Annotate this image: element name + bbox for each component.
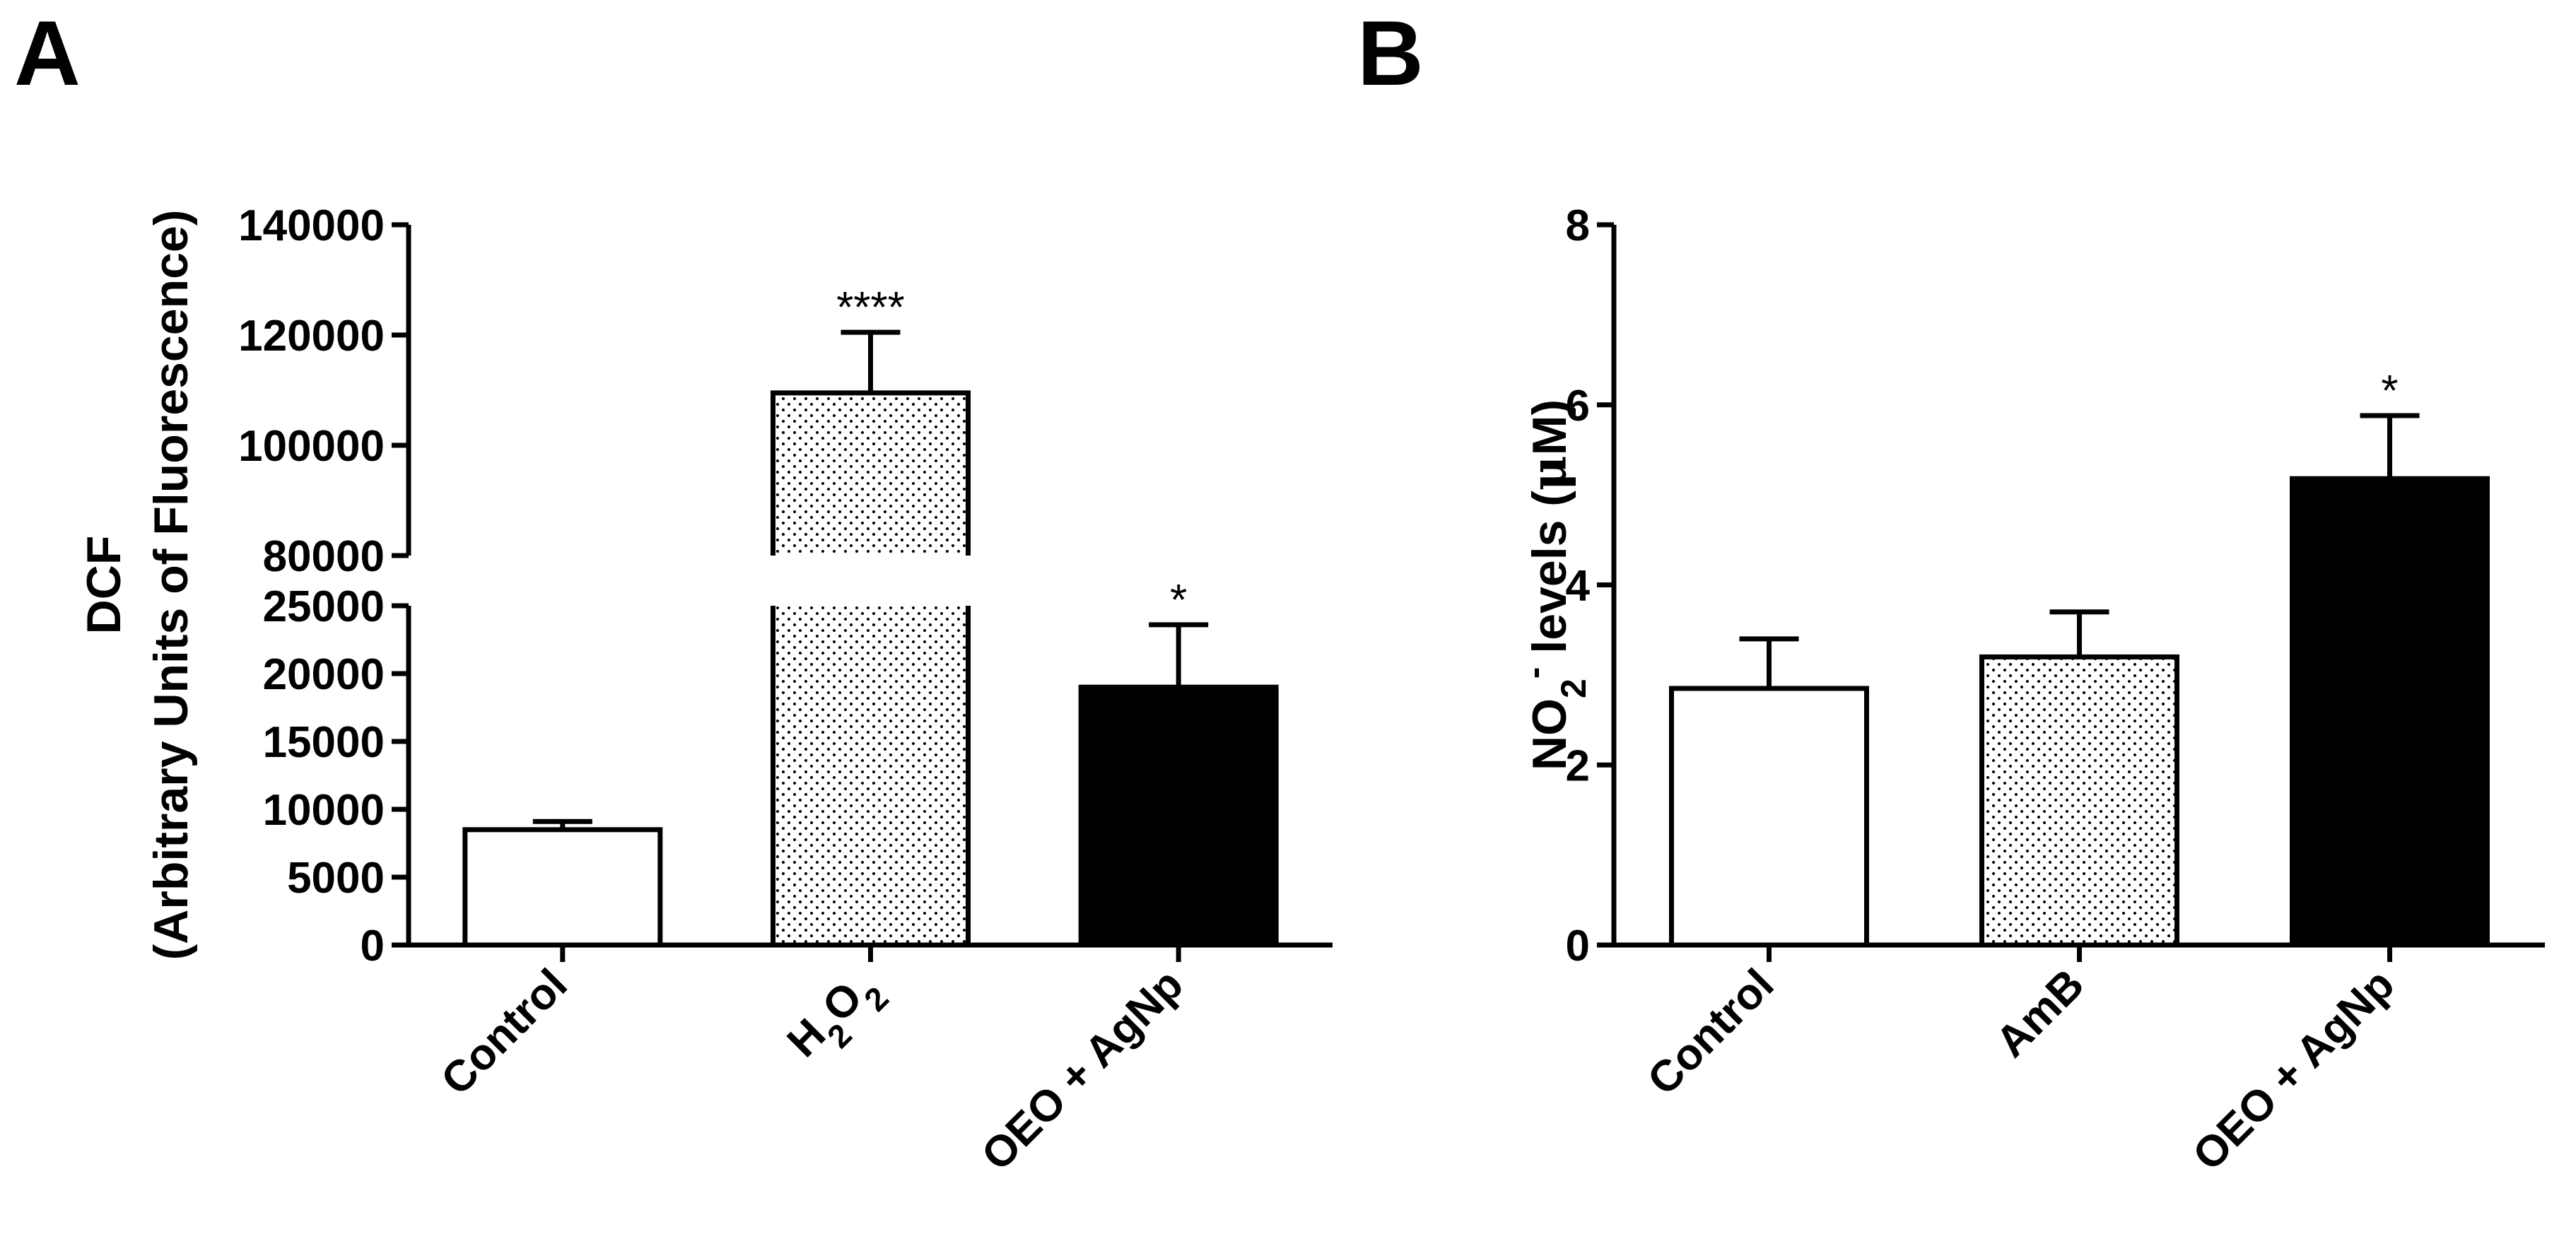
panel-b-significance-oeo-agnp: *: [2381, 367, 2398, 416]
panel-a-y-tick-label-140000: 140000: [238, 201, 385, 250]
panel-b-y-tick-label-4: 4: [1566, 562, 1591, 611]
panel-a-bar-h2o2-upper-fill: [773, 392, 968, 556]
panel-b-bars: *: [1669, 367, 2490, 948]
panel-b-y-title-rest: levels (: [1523, 491, 1576, 667]
panel-a-axes: 80000 100000 120000 140000 0 5000 10000 15000 20…: [238, 201, 1333, 970]
panel-a-y-tick-label-15000: 15000: [263, 718, 385, 767]
panel-a-bar-h2o2: [771, 390, 971, 948]
panel-a-category-label-oeo-agnp: OEO + AgNp: [973, 960, 1193, 1180]
panel-b-y-axis-title: NO2- levels (μM): [1514, 399, 1593, 770]
panel-a-bar-h2o2-lower-outline: [771, 606, 971, 948]
panel-a-y-tick-label-0: 0: [361, 922, 385, 970]
panel-b-category-label-control: Control: [1639, 960, 1784, 1105]
panel-a-significance-oeo-agnp: *: [1170, 576, 1187, 625]
panel-a-y-tick-label-20000: 20000: [263, 650, 385, 699]
panel-b-y-tick-label-8: 8: [1566, 201, 1590, 250]
panel-a-letter: A: [14, 1, 81, 105]
panel-a-y-title-line-2: (Arbitrary Units of Fluorescence): [144, 210, 198, 961]
panel-b-y-tick-label-2: 2: [1566, 741, 1590, 790]
panel-a-category-label-h2o2: H2O2: [778, 960, 896, 1077]
panel-a-category-label-control: Control: [432, 960, 577, 1105]
panel-b-bar-oeo-agnp: [2290, 476, 2490, 948]
panel-a-y-title-line-1: DCF: [77, 536, 131, 635]
panel-b-category-labels: Control AmB OEO + AgNp: [1639, 960, 2404, 1180]
panel-a-y-axis-title: DCF (Arbitrary Units of Fluorescence): [77, 210, 198, 961]
panel-b-bar-control: [1669, 686, 1869, 948]
panel-a-bar-control: [462, 827, 663, 948]
panel-a-bars: *****: [462, 283, 1279, 948]
panel-a-chart: A DCF (Arbitrary Units of Fluorescence) 8…: [14, 1, 1333, 1180]
panel-a-y-tick-label-120000: 120000: [238, 312, 385, 360]
panel-a-category-labels: Control H2O2 OEO + AgNp: [432, 960, 1193, 1180]
panel-b-y-title-main: NO: [1523, 698, 1576, 770]
panel-a-y-tick-label-80000: 80000: [263, 532, 385, 581]
panel-b-y-title-greek: μ: [1521, 455, 1578, 491]
panel-a-bar-h2o2-lower-fill: [773, 606, 968, 945]
panel-a-y-tick-label-10000: 10000: [263, 786, 385, 835]
panel-a-bar-oeo-agnp: [1078, 684, 1279, 948]
panel-b-category-label-oeo-agnp: OEO + AgNp: [2184, 960, 2404, 1180]
panel-b-y-title-sub: 2: [1554, 679, 1593, 698]
panel-b-y-title-end: M): [1523, 399, 1576, 455]
panel-a-y-tick-label-100000: 100000: [238, 422, 385, 471]
panel-b-y-title-sup: -: [1514, 667, 1554, 679]
panel-a-y-tick-label-25000: 25000: [263, 582, 385, 631]
panel-b-letter: B: [1357, 1, 1424, 105]
panel-a-significance-h2o2: ****: [836, 283, 905, 332]
panel-a-y-tick-label-5000: 5000: [287, 854, 385, 903]
panel-b-y-tick-label-6: 6: [1566, 382, 1590, 430]
panel-b-category-label-amb: AmB: [1986, 960, 2093, 1067]
panel-b-bar-amb: [1979, 654, 2179, 948]
panel-b-y-tick-label-0: 0: [1566, 922, 1590, 970]
